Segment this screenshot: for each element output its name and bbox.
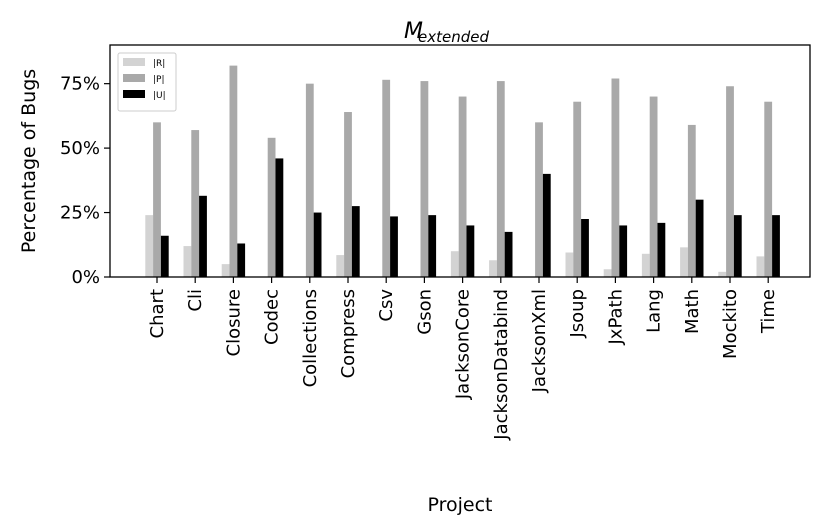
bar-time-series-2 (764, 101, 773, 277)
x-tick-label-codec: Codec (262, 289, 283, 345)
bar-lang-series-3 (657, 222, 666, 277)
bar-gson-series-3 (428, 215, 437, 277)
x-tick-label-lang: Lang (644, 289, 665, 333)
x-tick-label-math: Math (682, 289, 703, 334)
bar-jsoup-series-3 (581, 219, 589, 277)
bar-codec-series-2 (267, 137, 276, 277)
bar-math-series-3 (695, 199, 704, 277)
x-axis-label: Project (427, 494, 492, 516)
bar-chart-series-3 (160, 235, 169, 277)
chart-title: M extended (404, 19, 489, 46)
bar-mockito-series-2 (726, 86, 734, 277)
bar-jsoup-series-2 (573, 101, 582, 277)
y-axis-ticks: 0% 25% 50% 75% (60, 74, 110, 288)
bar-jacksondatabind-series-3 (504, 231, 513, 277)
x-tick-label-jxpath: JxPath (605, 289, 626, 346)
legend-label: |R| (153, 59, 165, 69)
bar-math-series-1 (680, 247, 688, 277)
bar-time-series-1 (756, 256, 765, 277)
bar-jacksoncore-series-1 (450, 251, 459, 277)
legend-swatch (123, 90, 145, 98)
bar-codec-series-3 (275, 158, 284, 277)
y-tick-label: 25% (60, 203, 100, 224)
x-tick-label-collections: Collections (300, 289, 321, 387)
x-tick-label-compress: Compress (338, 289, 359, 378)
bar-closure-series-1 (221, 264, 230, 277)
bar-lang-series-1 (641, 253, 650, 277)
x-tick-label-mockito: Mockito (720, 289, 741, 359)
x-tick-label-csv: Csv (376, 289, 397, 322)
plot-area-frame (109, 44, 811, 278)
bar-jacksonxml-series-2 (535, 122, 543, 277)
bar-jsoup-series-1 (565, 252, 574, 277)
y-tick-label: 50% (60, 138, 100, 159)
x-tick-label-closure: Closure (223, 289, 244, 356)
x-tick-label-cli: Cli (185, 289, 206, 312)
bar-csv-series-2 (382, 79, 391, 277)
x-tick-label-gson: Gson (414, 289, 435, 335)
bar-time-series-3 (772, 215, 780, 277)
bars (145, 65, 780, 278)
legend: |R| |P| |U| (117, 52, 177, 112)
bar-closure-series-2 (229, 65, 238, 277)
x-tick-label-jsoup: Jsoup (567, 289, 588, 339)
legend-swatch (123, 58, 145, 66)
bar-jacksonxml-series-3 (542, 173, 551, 277)
bar-jacksoncore-series-2 (458, 96, 467, 277)
x-tick-label-jacksoncore: JacksonCore (453, 289, 474, 400)
bar-collections-series-2 (305, 83, 314, 278)
bar-compress-series-3 (351, 206, 360, 277)
bar-jxpath-series-1 (603, 269, 612, 277)
x-tick-label-jacksondatabind: JacksonDatabind (491, 289, 512, 441)
x-tick-label-jacksonxml: JacksonXml (529, 289, 550, 393)
x-tick-label-time: Time (758, 289, 779, 334)
legend-label: |P| (153, 75, 165, 85)
bar-collections-series-3 (313, 212, 322, 277)
x-axis-ticks: Chart Cli Closure Codec Collections Compress C… (147, 277, 779, 441)
x-tick-label-chart: Chart (147, 289, 168, 338)
bar-cli-series-2 (191, 130, 200, 277)
bar-compress-series-1 (336, 255, 345, 277)
bar-jacksondatabind-series-2 (496, 81, 505, 277)
bar-cli-series-3 (199, 195, 207, 277)
bar-chart-series-2 (153, 122, 161, 277)
bar-mockito-series-3 (733, 215, 742, 277)
bar-jxpath-series-3 (619, 225, 628, 277)
y-tick-label: 75% (60, 74, 100, 95)
bar-mockito-series-1 (718, 271, 727, 277)
chart-title-main: M (404, 19, 423, 44)
bar-jacksoncore-series-3 (466, 225, 475, 277)
bar-cli-series-1 (183, 246, 192, 277)
bar-jxpath-series-2 (611, 78, 620, 277)
bar-gson-series-2 (420, 81, 429, 277)
y-tick-label: 0% (71, 267, 100, 288)
chart-title-subscript: extended (418, 28, 489, 46)
bar-math-series-2 (687, 124, 696, 278)
bar-csv-series-3 (390, 216, 398, 277)
bar-compress-series-2 (344, 112, 352, 278)
bar-closure-series-3 (237, 243, 246, 277)
bar-jacksondatabind-series-1 (489, 260, 497, 277)
legend-label: |U| (153, 91, 166, 101)
bar-lang-series-2 (649, 96, 658, 277)
bar-chart-series-1 (145, 215, 154, 277)
legend-swatch (123, 74, 145, 82)
y-axis-label: Percentage of Bugs (18, 69, 40, 253)
